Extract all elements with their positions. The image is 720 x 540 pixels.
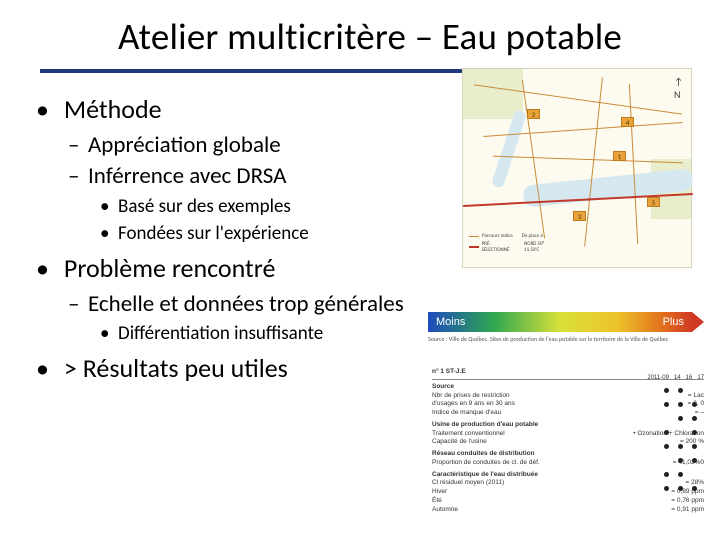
table-years: 2011-09141617 (647, 374, 704, 382)
map-badge: 5 (647, 197, 660, 207)
map-caption: Source : Ville de Québec. Sites de produ… (428, 336, 692, 343)
scale-label-right: Plus (663, 312, 684, 332)
map-badge: 1 (613, 151, 626, 161)
map-badge: 2 (527, 109, 540, 119)
slide-title: Atelier multicritère – Eau potable (60, 14, 680, 59)
arrow-icon (692, 312, 704, 332)
table-row: Automne= 0,91 ppm (432, 506, 704, 515)
compass-icon: ↑N (674, 75, 683, 101)
data-table: n° 1 ST-J.E 2011-09141617 Source Nbr de … (426, 362, 710, 532)
table-dots (664, 388, 702, 498)
bullet-text: > Résultats peu utiles (64, 352, 288, 384)
bullet-text: Méthode (64, 93, 162, 125)
map-figure: 2 4 1 3 5 ↑N Parcours indiceDe place à P… (462, 68, 692, 268)
map-badge: 4 (621, 117, 634, 127)
map-badge: 3 (573, 211, 586, 221)
scale-label-left: Moins (436, 312, 465, 332)
map-legend: Parcours indiceDe place à PRÉ-SÉLECTIONN… (469, 233, 559, 263)
bullet-text: Problème rencontré (64, 252, 276, 284)
scale-bar: Moins Plus (428, 312, 692, 332)
table-row: Été= 0,76 ppm (432, 497, 704, 506)
table-header: n° 1 ST-J.E (432, 368, 466, 377)
scale-figure: Moins Plus Source : Ville de Québec. Sit… (428, 312, 692, 356)
